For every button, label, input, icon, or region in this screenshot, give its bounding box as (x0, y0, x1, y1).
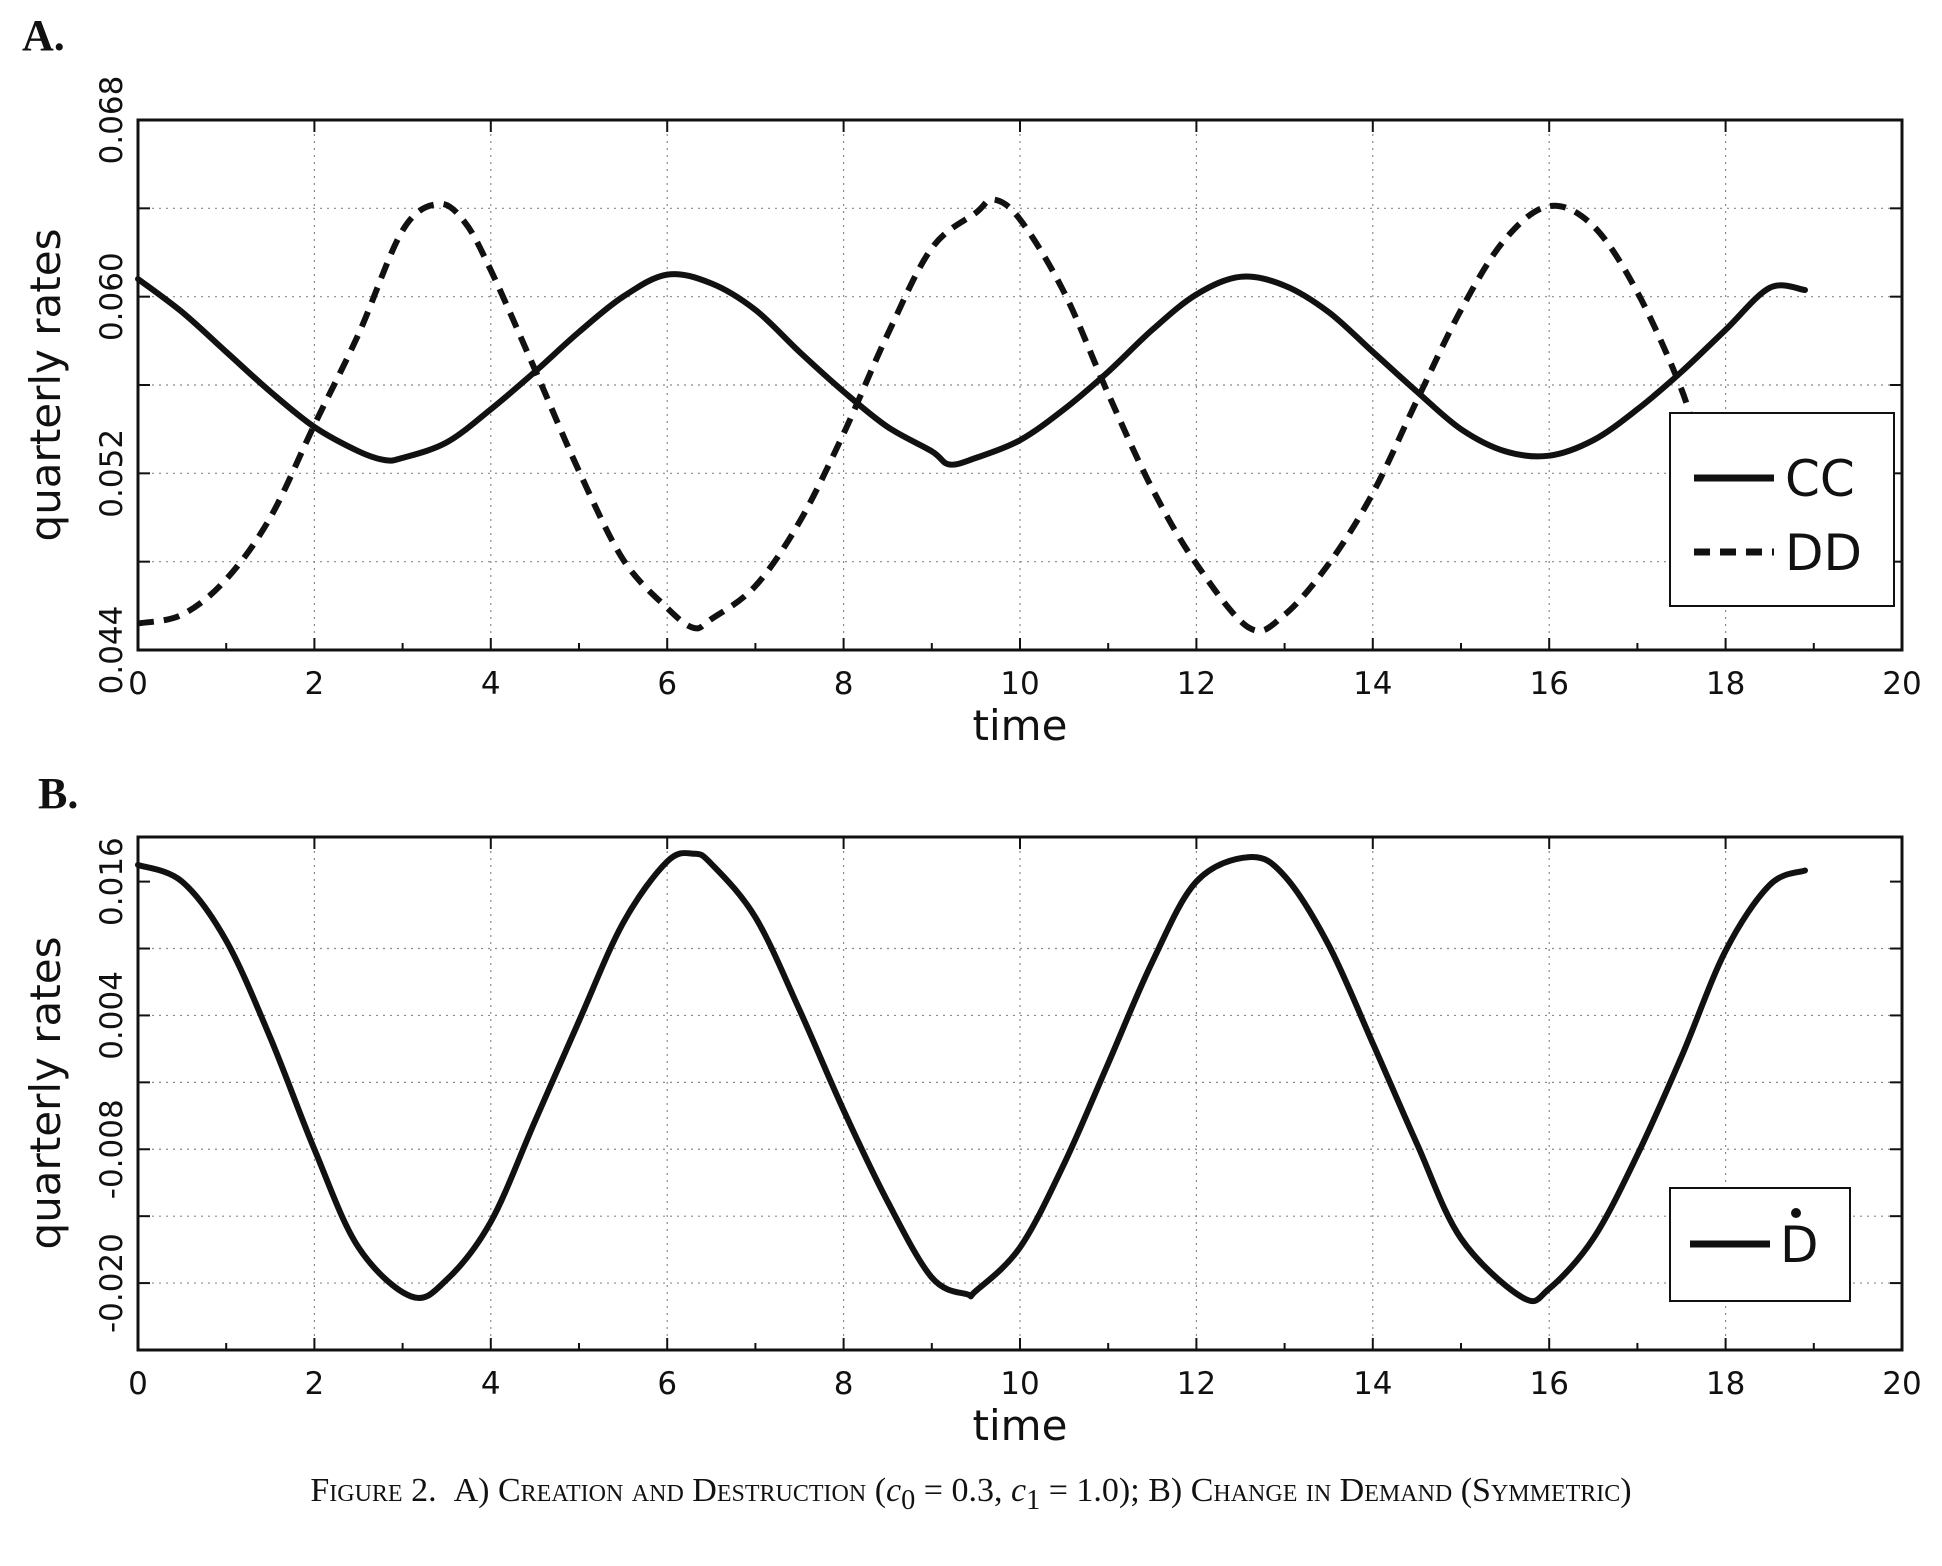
panel-a-y-tick-label: 0.060 (94, 252, 130, 341)
panel-a-x-tick-label: 0 (128, 666, 148, 702)
panel-a-x-tick-label: 10 (1000, 666, 1039, 702)
panel-a-x-tick-labels: 0 2 4 6 8 10 12 14 16 18 20 (128, 666, 1922, 702)
panel-b: B. 0 2 4 6 8 10 12 14 16 18 20 -0.020 -0.008 0.004 0.… (21, 769, 1922, 1450)
legend-cc-label: CC (1785, 450, 1855, 508)
panel-a-x-tick-label: 4 (481, 666, 501, 702)
panel-a-x-axis-label: time (973, 701, 1068, 750)
caption-c0-symbol: c (886, 1472, 902, 1509)
panel-b-y-tick-label: 0.016 (94, 837, 130, 926)
panel-b-series (135, 850, 1808, 1305)
panel-b-series-d-line (135, 850, 1808, 1305)
panel-a-y-tick-label: 0.052 (94, 429, 130, 518)
panel-a-x-tick-label: 16 (1529, 666, 1568, 702)
caption-part-b: B) Change in Demand (Symmetric) (1148, 1472, 1632, 1509)
panel-b-y-tick-label: 0.004 (94, 971, 130, 1060)
panel-b-x-tick-label: 8 (834, 1366, 854, 1402)
legend-d-label: D (1780, 1216, 1819, 1274)
panel-b-y-tick-label: -0.020 (94, 1233, 130, 1333)
panel-b-ticks (137, 837, 1903, 1351)
caption-c0-sub: 0 (901, 1484, 916, 1516)
panel-b-frame (136, 835, 1904, 1352)
panel-a-x-tick-label: 6 (657, 666, 677, 702)
panel-a-x-tick-label: 20 (1882, 666, 1921, 702)
panel-a-letter: A. (22, 11, 65, 60)
panel-a: A. 0 2 4 6 8 10 12 14 16 18 20 0.044 0.052 0.060 0.06… (21, 11, 1922, 750)
panel-b-x-tick-label: 0 (128, 1366, 148, 1402)
legend-d-dot-mark (1791, 1208, 1801, 1218)
caption-figure-label: Figure 2. (310, 1472, 437, 1509)
panel-a-series-cc-line (135, 271, 1808, 468)
panel-b-x-tick-label: 18 (1706, 1366, 1745, 1402)
caption-c1-sub: 1 (1026, 1484, 1041, 1516)
panel-a-x-tick-label: 12 (1177, 666, 1216, 702)
panel-a-legend: CC DD (1669, 412, 1895, 607)
panel-a-frame (136, 118, 1904, 652)
figure-caption: Figure 2. A) Creation and Destruction (c… (0, 1472, 1942, 1517)
panel-b-x-tick-label: 16 (1529, 1366, 1568, 1402)
legend-dd-label: DD (1785, 524, 1862, 582)
panel-b-x-tick-label: 10 (1000, 1366, 1039, 1402)
panel-a-x-tick-label: 2 (305, 666, 325, 702)
panel-b-y-axis-label: quarterly rates (21, 937, 70, 1250)
panel-a-x-tick-label: 18 (1706, 666, 1745, 702)
caption-c1-value: = 1.0) (1040, 1472, 1131, 1509)
panel-b-x-tick-labels: 0 2 4 6 8 10 12 14 16 18 20 (128, 1366, 1922, 1402)
panel-b-x-tick-label: 6 (657, 1366, 677, 1402)
panel-a-y-tick-label: 0.068 (94, 76, 130, 165)
panel-a-legend-box (1669, 412, 1895, 607)
panel-a-series (135, 196, 1808, 634)
caption-separator: ; (1130, 1472, 1149, 1509)
caption-part-a: A) Creation and Destruction (453, 1472, 867, 1509)
panel-a-series-dd-line (137, 196, 1702, 634)
panel-a-y-tick-label: 0.044 (94, 606, 130, 695)
panel-b-legend: D (1669, 1187, 1851, 1302)
panel-a-x-tick-label: 14 (1353, 666, 1392, 702)
panel-b-y-tick-label: -0.008 (94, 1099, 130, 1199)
panel-a-grid (138, 120, 1902, 650)
panel-b-x-tick-label: 20 (1882, 1366, 1921, 1402)
panel-b-x-tick-label: 2 (305, 1366, 325, 1402)
panel-b-y-tick-labels: -0.020 -0.008 0.004 0.016 (94, 837, 130, 1333)
panel-a-y-axis-label: quarterly rates (21, 229, 70, 542)
caption-c1-symbol: c (1010, 1472, 1027, 1509)
panel-a-x-tick-label: 8 (834, 666, 854, 702)
panel-b-x-axis-label: time (973, 1401, 1068, 1450)
panel-b-x-tick-label: 14 (1353, 1366, 1392, 1402)
caption-c0-value: = 0.3, (915, 1472, 1011, 1509)
panel-b-x-tick-label: 12 (1177, 1366, 1216, 1402)
panel-a-y-tick-labels: 0.044 0.052 0.060 0.068 (94, 76, 130, 695)
panel-b-grid (138, 837, 1902, 1350)
panel-b-x-tick-label: 4 (481, 1366, 501, 1402)
caption-params-open: ( (874, 1472, 887, 1509)
panel-b-letter: B. (38, 769, 78, 818)
